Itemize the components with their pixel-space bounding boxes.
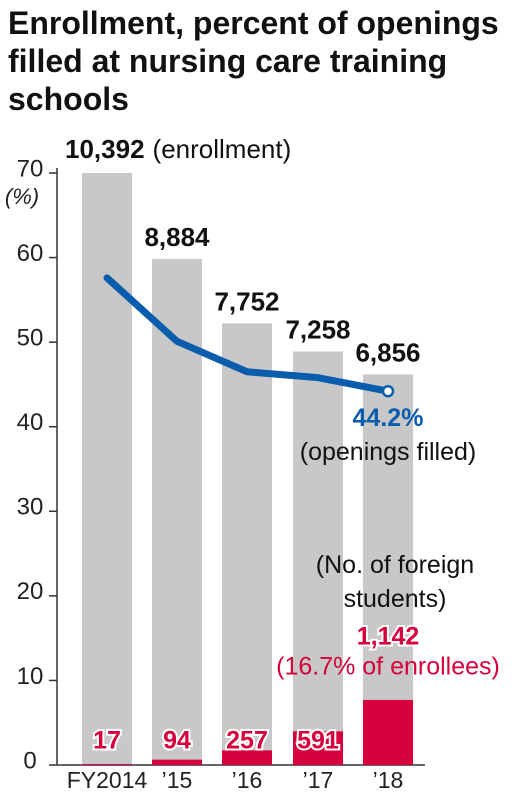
y-tick-label: 50 (17, 324, 44, 351)
x-tick-label: ’15 (162, 767, 193, 793)
y-tick-label: 10 (17, 663, 44, 690)
y-tick-label: 20 (17, 578, 44, 605)
x-tick-label: ’17 (303, 767, 334, 793)
bar-label: 8,884 (144, 222, 210, 252)
bar-label: 1,142 (357, 623, 420, 651)
bar (293, 731, 343, 765)
bar (363, 699, 413, 765)
bar-label: 17 (93, 727, 121, 755)
y-tick-label: 60 (17, 240, 44, 267)
bar-label: 6,856 (355, 337, 420, 367)
bar-label: 7,258 (285, 314, 350, 344)
series-name: (enrollment) (153, 134, 292, 164)
y-tick-label: 30 (17, 494, 44, 521)
bar-label: 257 (226, 727, 268, 755)
line-point (381, 384, 395, 398)
bar (363, 374, 413, 765)
y-tick-label: 0 (23, 747, 36, 774)
bar-label-value: 10,392 (65, 134, 145, 164)
x-tick-label: FY2014 (67, 767, 148, 793)
bar-label: 94 (163, 727, 191, 755)
bar-label: 10,392 (enrollment) (65, 134, 291, 164)
line (103, 274, 392, 395)
bar (152, 759, 202, 765)
bar (82, 764, 132, 765)
line-label: 44.2% (353, 404, 424, 432)
bar (222, 323, 272, 765)
y-axis-label: (%) (5, 184, 39, 209)
y-tick-label: 40 (17, 409, 44, 436)
x-tick-label: ’16 (232, 767, 263, 793)
bar (152, 258, 202, 765)
bar (293, 351, 343, 765)
y-tick-label: 70 (17, 155, 44, 182)
x-tick-label: ’18 (373, 767, 404, 793)
bar-label: 7,752 (214, 286, 279, 316)
foreign-series-name: (No. of foreign students) (315, 551, 475, 613)
annotation: (16.7% of enrollees) (276, 653, 500, 681)
bar (222, 750, 272, 765)
line-series-name: (openings filled) (299, 438, 477, 466)
chart-title: Enrollment, percent of openings filled a… (8, 5, 499, 117)
bar-label: 591 (297, 727, 339, 755)
bar (82, 173, 132, 765)
